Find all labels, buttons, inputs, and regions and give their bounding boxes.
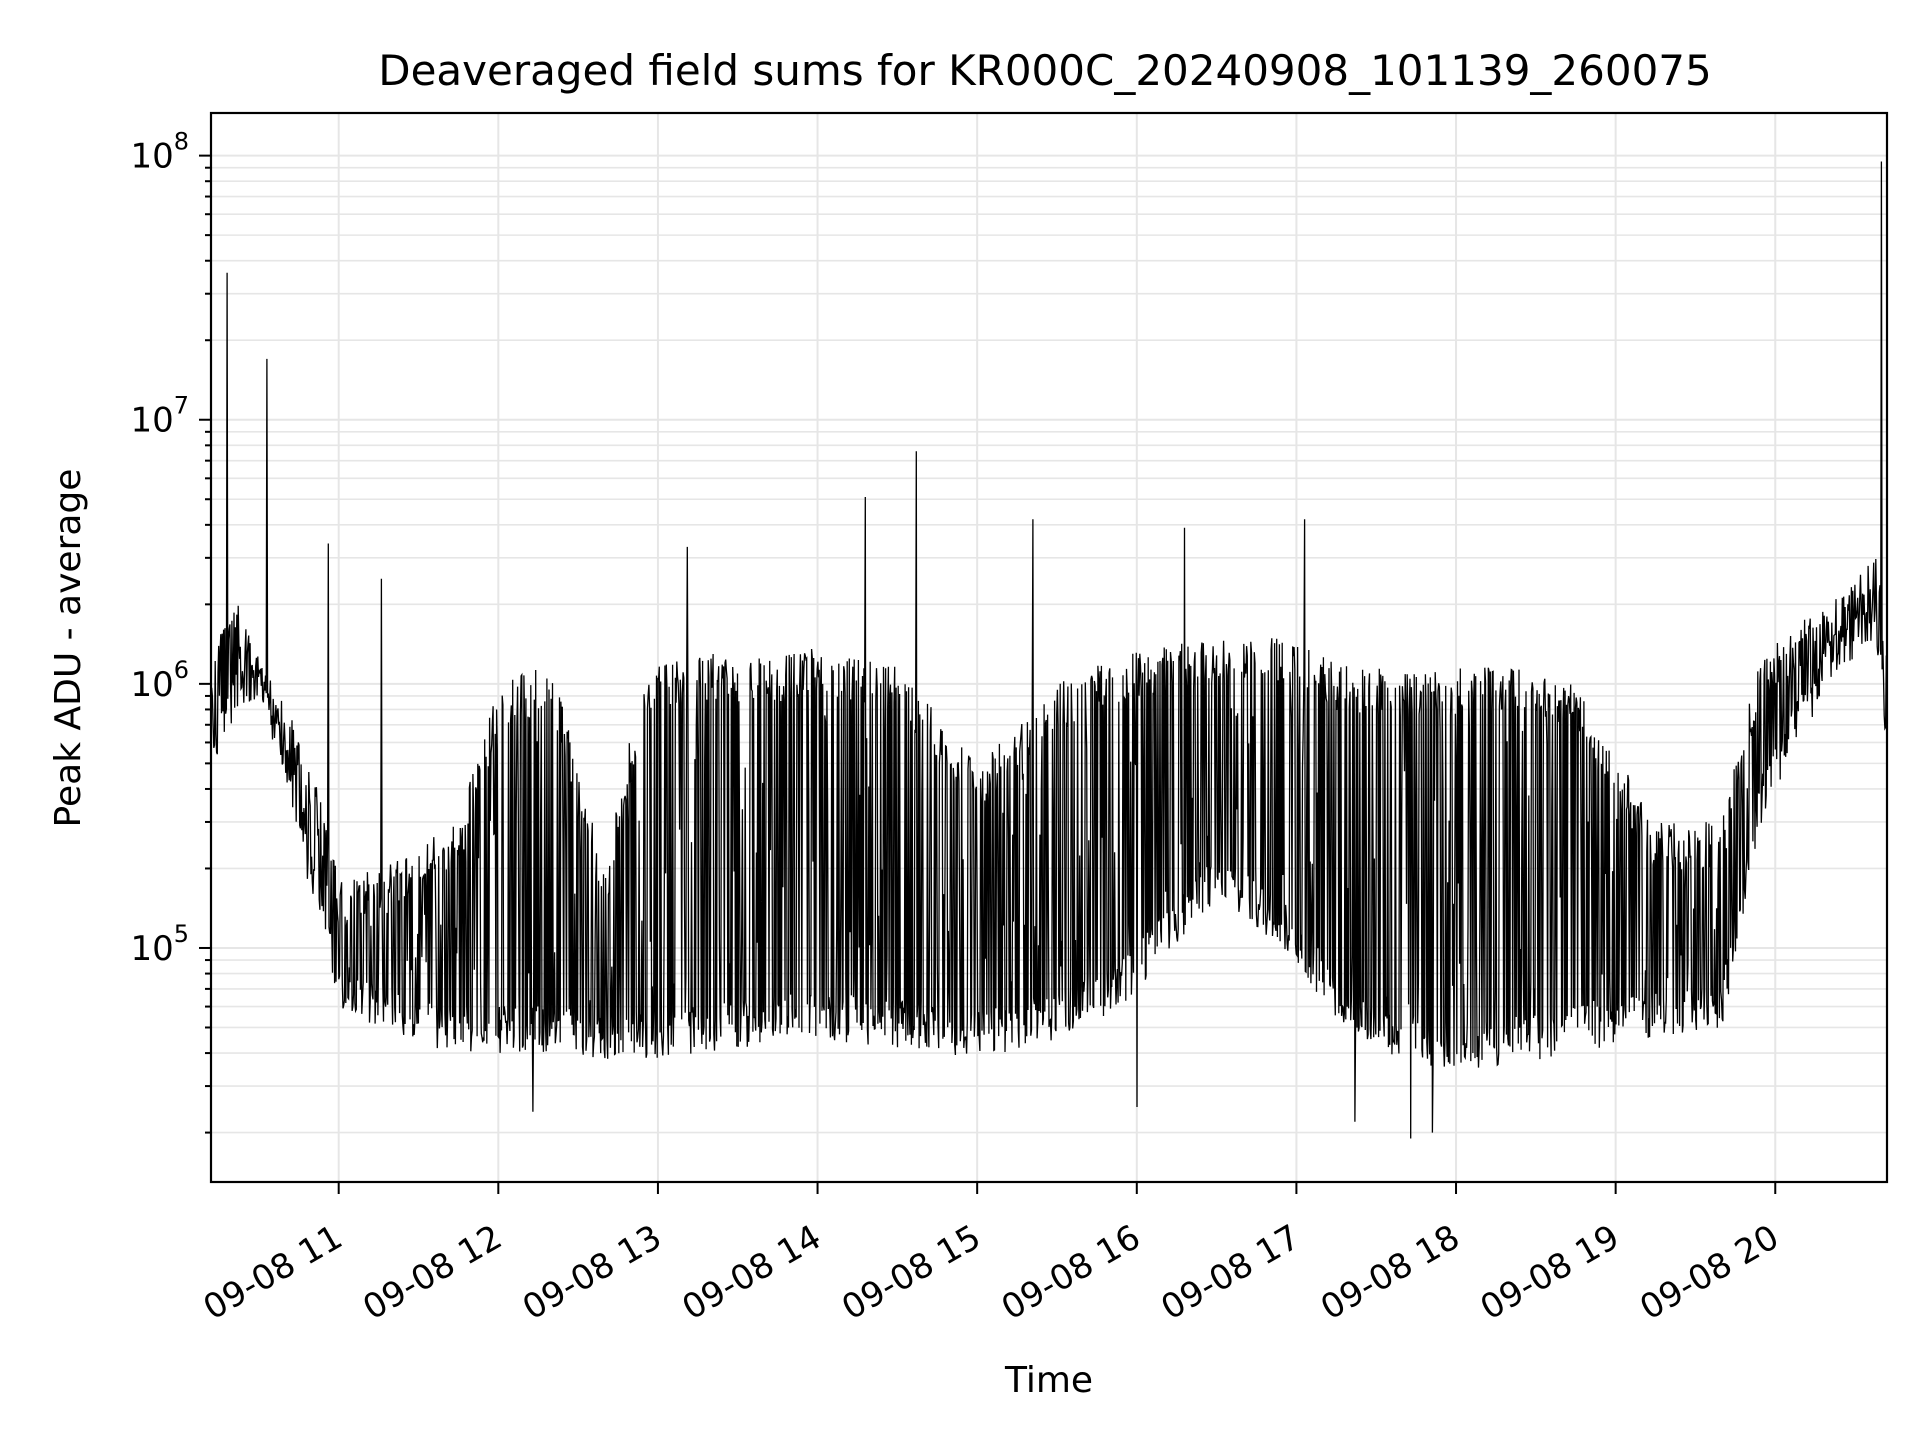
x-tick-label: 09-08 13 <box>516 1217 668 1328</box>
x-tick-label: 09-08 15 <box>835 1217 987 1328</box>
x-tick-label: 09-08 18 <box>1314 1217 1466 1328</box>
x-tick-label: 09-08 14 <box>676 1217 828 1328</box>
series-line <box>210 161 1888 1139</box>
y-tick-label: 105 <box>130 920 189 969</box>
x-tick-label: 09-08 19 <box>1474 1217 1626 1328</box>
x-axis-label: Time <box>1004 1360 1093 1401</box>
plot-frame <box>209 111 1889 1184</box>
chart-title: Deaveraged field sums for KR000C_2024090… <box>378 46 1712 95</box>
x-tick-label: 09-08 17 <box>1155 1217 1307 1328</box>
x-tick-label: 09-08 16 <box>995 1217 1147 1328</box>
x-tick-label: 09-08 20 <box>1633 1217 1785 1328</box>
data-series <box>210 161 1888 1139</box>
y-axis-label: Peak ADU - average <box>48 469 89 828</box>
y-tick-label: 107 <box>130 392 189 441</box>
grid <box>211 113 1887 1182</box>
x-tick-label: 09-08 11 <box>197 1217 349 1328</box>
y-tick-label: 108 <box>130 128 189 177</box>
x-tick-label: 09-08 12 <box>356 1217 508 1328</box>
y-tick-label: 106 <box>130 656 189 705</box>
